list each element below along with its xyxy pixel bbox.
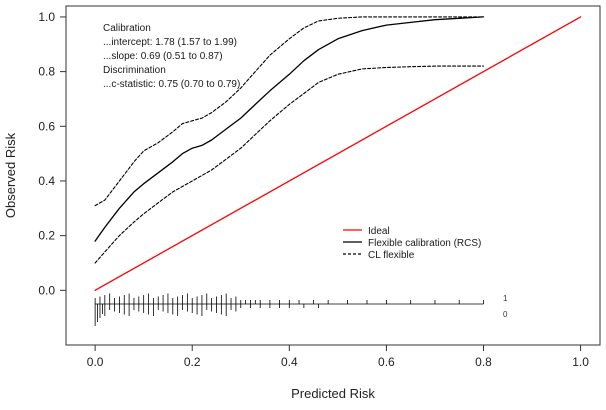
x-axis-title: Predicted Risk	[291, 386, 375, 401]
annotation-line: ...intercept: 1.78 (1.57 to 1.99)	[103, 37, 237, 48]
series-line-ideal	[94, 16, 582, 291]
annotation-block: Calibration ...intercept: 1.78 (1.57 to 1…	[103, 23, 240, 90]
annotation-line: ...c-statistic: 0.75 (0.70 to 0.79)	[103, 79, 240, 90]
x-tick-label: 0.4	[281, 355, 298, 369]
x-tick-label: 1.0	[572, 355, 589, 369]
y-tick-label: 0.8	[38, 65, 55, 79]
series-layer	[94, 16, 582, 291]
rug-label-events: 1	[503, 294, 508, 303]
y-axis-title: Observed Risk	[3, 132, 18, 218]
x-tick-label: 0.8	[475, 355, 492, 369]
x-tick-label: 0.0	[87, 355, 104, 369]
y-tick-label: 0.0	[38, 283, 55, 297]
rug-plot: 10	[94, 293, 508, 326]
legend-label-ideal: Ideal	[368, 226, 390, 237]
series-line-flexible-calibration-rcs	[94, 16, 485, 242]
x-tick-label: 0.2	[184, 355, 201, 369]
annotation-line: Discrimination	[103, 65, 166, 76]
plot-frame	[65, 5, 601, 346]
annotation-line: Calibration	[103, 23, 151, 34]
legend-label-flexible-calibration-rcs: Flexible calibration (RCS)	[368, 238, 481, 249]
series-line-cl-flexible-upper	[94, 16, 485, 207]
legend-label-cl-flexible: CL flexible	[368, 250, 415, 261]
y-tick-label: 0.2	[38, 229, 55, 243]
y-tick-label: 0.6	[38, 119, 55, 133]
axes: 0.0 0.2 0.4 0.6 0.8 1.0 0.0 0.2 0.4 0.6 0.8 1.0 Pred…	[3, 5, 601, 401]
x-tick-label: 0.6	[378, 355, 395, 369]
series-line-cl-flexible-lower	[94, 65, 485, 264]
y-tick-label: 1.0	[38, 10, 55, 24]
y-tick-label: 0.4	[38, 174, 55, 188]
annotation-line: ...slope: 0.69 (0.51 to 0.87)	[103, 51, 223, 62]
rug-label-nonevents: 0	[503, 310, 508, 319]
